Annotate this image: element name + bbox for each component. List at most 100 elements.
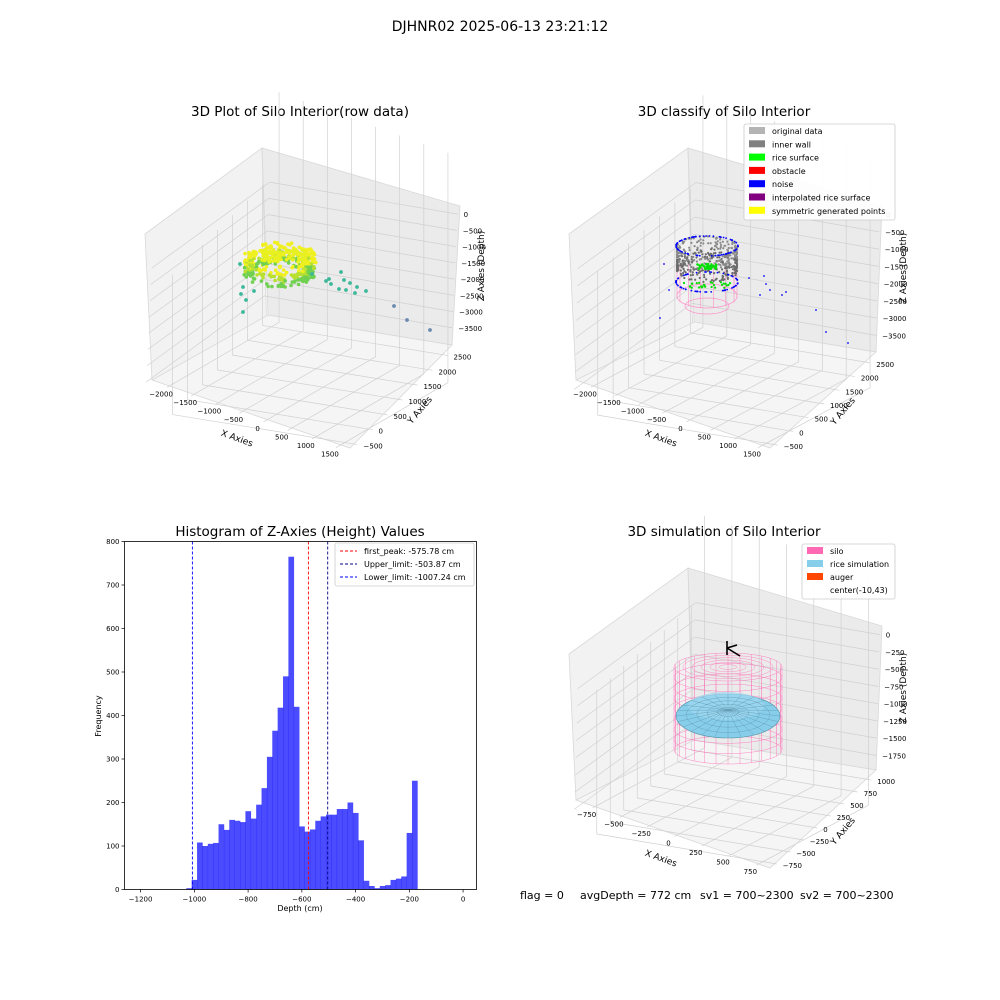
raw-point [263, 256, 267, 260]
classify-point [721, 276, 724, 280]
raw-point [284, 270, 289, 275]
classify-point [727, 243, 730, 246]
classify-point [706, 266, 710, 270]
classify-point [698, 281, 701, 284]
classify-point [731, 287, 733, 289]
raw-point [266, 284, 270, 289]
classify-point [696, 248, 699, 251]
classify-point [732, 286, 735, 289]
classify-point [727, 254, 730, 257]
classify-point [703, 265, 706, 269]
simulation-x-tick-label: 250 [689, 849, 702, 857]
classify-point [712, 284, 716, 287]
raw-point [276, 284, 281, 289]
simulation-x-tick-label: −750 [577, 811, 596, 819]
histogram-x-tick-label: 0 [461, 896, 465, 904]
raw-x-tick-label: 500 [275, 433, 288, 441]
classify-point [685, 273, 688, 276]
raw-point [295, 249, 300, 254]
silo-lid-ring [709, 662, 747, 672]
classify-point [719, 236, 721, 238]
raw-point [339, 270, 343, 274]
classify-point [691, 271, 694, 274]
classify-point [729, 238, 732, 241]
classify-point [684, 260, 687, 263]
rice-mesh [707, 704, 749, 722]
panel-histogram: Histogram of Z-Axies (Height) Values −12… [94, 524, 477, 913]
classify-point [702, 235, 705, 238]
raw-point [297, 265, 302, 269]
histogram-x-tick-label: −1000 [183, 896, 207, 904]
raw-point [238, 262, 242, 266]
raw-z-ticks: 0 −500 −1000 −1500 −2000 −2500 −3000 −3500 [458, 211, 485, 333]
raw-point [259, 279, 264, 283]
raw-y-tick-label: 2000 [439, 368, 457, 376]
histogram-x-tick-label: −200 [400, 896, 419, 904]
classify-point [727, 265, 730, 268]
raw-point [241, 285, 245, 289]
rice-mesh [717, 707, 739, 717]
classify-point [706, 258, 710, 261]
classify-point [688, 246, 691, 249]
classify-legend-label: noise [772, 180, 793, 189]
raw-z-label: Z Axies (Depth) [477, 231, 487, 302]
classify-point [701, 253, 704, 256]
raw-point [254, 251, 258, 255]
classify-point [727, 246, 730, 250]
classify-point [696, 263, 699, 266]
classify-point [677, 284, 679, 287]
raw-point [277, 277, 281, 282]
classify-point [686, 264, 689, 267]
classify-point [735, 241, 738, 244]
raw-point [301, 269, 305, 274]
classify-legend-label: obstacle [772, 167, 806, 176]
classify-x-label: X Axies [643, 429, 678, 450]
raw-y-tick-label: 0 [379, 428, 383, 436]
histogram-legend-box [334, 542, 475, 587]
classify-point [727, 262, 730, 265]
classify-point [679, 269, 682, 272]
histogram-x-tick-label: −400 [346, 896, 365, 904]
classify-y-tick-label: 2000 [861, 375, 879, 383]
classify-point [690, 278, 693, 281]
classify-point [688, 260, 691, 263]
classify-point [815, 309, 817, 311]
silo-lid-ring [691, 657, 765, 677]
classify-point [737, 245, 739, 248]
raw-point [249, 251, 254, 256]
classify-point [709, 272, 712, 275]
histogram-bar [395, 878, 402, 890]
simulation-z-tick-label: −1500 [883, 735, 907, 743]
classify-point [723, 255, 726, 258]
classify-point [679, 250, 681, 252]
raw-point [250, 265, 254, 269]
raw-point [296, 282, 301, 287]
classify-point [695, 271, 698, 274]
simulation-legend-label: auger [830, 573, 854, 582]
classify-point [690, 286, 693, 289]
raw-point [250, 280, 255, 284]
raw-point [284, 257, 289, 262]
raw-point [308, 247, 313, 251]
classify-point [734, 270, 737, 273]
raw-point [278, 272, 283, 276]
classify-point [730, 266, 733, 269]
raw-point [251, 271, 255, 276]
classify-point [712, 264, 715, 267]
raw-z-tick-label: −1000 [462, 244, 486, 252]
classify-point [710, 271, 713, 273]
classify-point [695, 282, 698, 285]
classify-point [681, 259, 685, 262]
raw-point [263, 268, 267, 272]
raw-point [306, 265, 311, 269]
raw-z-tick-label: −1500 [461, 260, 485, 268]
classify-point [676, 258, 679, 261]
simulation-legend-swatch [807, 547, 823, 554]
simulation-y-tick-label: 500 [850, 802, 863, 810]
classify-legend-swatch [749, 140, 765, 148]
classify-z-tick-label: −1500 [884, 263, 908, 271]
histogram-bar [352, 812, 359, 890]
raw-point [270, 274, 274, 279]
simulation-z-ticks: 0 −250 −500 −750 −1000 −1250 −1500 −1750 [882, 632, 907, 761]
raw-point [286, 261, 291, 265]
